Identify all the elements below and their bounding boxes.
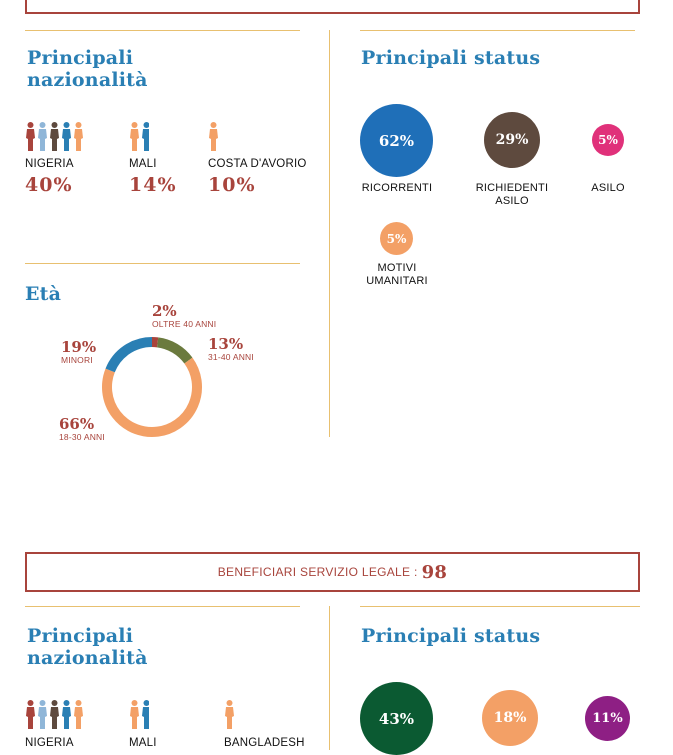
- people-icon-group-mali: [129, 699, 149, 729]
- legal-service-banner: BENEFICIARI SERVIZIO LEGALE : 98: [25, 552, 640, 592]
- person-icon: [141, 700, 149, 729]
- person-icon: [208, 122, 219, 151]
- person-icon: [61, 700, 72, 729]
- legal-service-label: BENEFICIARI SERVIZIO LEGALE :: [218, 565, 418, 579]
- status-circle: 11%: [585, 696, 630, 741]
- person-icon: [25, 122, 36, 151]
- status-circle: 29%: [484, 112, 540, 168]
- age-percent: 13%: [208, 335, 243, 353]
- people-icon-group-nigeria: [25, 699, 84, 729]
- person-icon: [37, 122, 48, 151]
- status-circle: 5%: [380, 222, 413, 255]
- people-icon-group-bangladesh: [224, 699, 235, 729]
- age-label: MINORI: [61, 355, 93, 365]
- person-icon: [129, 700, 140, 729]
- country-label: COSTA D'AVORIO: [208, 158, 307, 170]
- status-label: ASILO: [583, 182, 633, 195]
- people-icon-group-costa-davorio: [208, 121, 219, 151]
- country-label: MALI: [129, 737, 157, 749]
- status-title: Principali status: [361, 47, 540, 69]
- divider: [360, 30, 635, 31]
- person-icon: [73, 700, 84, 729]
- nationality-title: Principali nazionalità: [27, 625, 227, 669]
- country-label: NIGERIA: [25, 158, 74, 170]
- person-icon: [25, 700, 36, 729]
- person-icon: [141, 122, 149, 151]
- age-label: OLTRE 40 ANNI: [152, 319, 216, 329]
- person-icon: [37, 700, 48, 729]
- status-label: RICHIEDENTI ASILO: [472, 182, 552, 208]
- status-label: RICORRENTI: [352, 182, 442, 195]
- column-divider: [329, 30, 330, 437]
- donut-slice: [107, 361, 197, 432]
- status-circle: 62%: [360, 104, 433, 177]
- status-title: Principali status: [361, 625, 540, 647]
- age-label: 18-30 ANNI: [59, 432, 105, 442]
- country-label: MALI: [129, 158, 157, 170]
- age-label: 31-40 ANNI: [208, 352, 254, 362]
- country-label: BANGLADESH: [224, 737, 305, 749]
- country-label: NIGERIA: [25, 737, 74, 749]
- status-circle: 43%: [360, 682, 433, 755]
- person-icon: [129, 122, 140, 151]
- person-icon: [224, 700, 235, 729]
- divider: [25, 30, 300, 31]
- status-circle: 5%: [592, 124, 624, 156]
- person-icon: [61, 122, 72, 151]
- column-divider: [329, 606, 330, 750]
- status-circle: 18%: [482, 690, 538, 746]
- person-icon: [49, 700, 60, 729]
- divider: [360, 606, 640, 607]
- divider: [25, 606, 300, 607]
- age-percent: 2%: [152, 302, 177, 320]
- age-percent: 66%: [59, 415, 94, 433]
- legal-service-value: 98: [422, 562, 448, 583]
- divider: [25, 263, 300, 264]
- country-percent: 10%: [208, 174, 256, 196]
- top-banner: [25, 0, 640, 14]
- person-icon: [73, 122, 84, 151]
- age-title: Età: [25, 283, 61, 305]
- donut-slice: [158, 342, 189, 360]
- people-icon-group-mali: [129, 121, 149, 151]
- status-label: MOTIVI UMANITARI: [357, 262, 437, 288]
- age-percent: 19%: [61, 338, 96, 356]
- person-icon: [49, 122, 60, 151]
- nationality-title: Principali nazionalità: [27, 47, 227, 91]
- people-icon-group-nigeria: [25, 121, 84, 151]
- donut-slice: [110, 342, 152, 370]
- age-donut-chart: [100, 335, 204, 439]
- country-percent: 14%: [129, 174, 177, 196]
- country-percent: 40%: [25, 174, 73, 196]
